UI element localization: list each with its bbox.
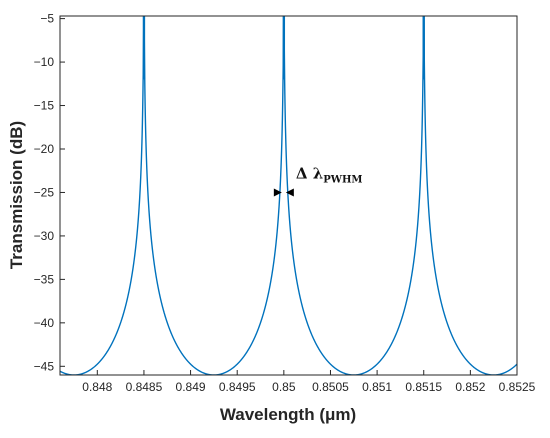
- annotation-subscript: PWHM: [323, 174, 362, 185]
- x-axis-label: Wavelength (μm): [220, 405, 356, 424]
- x-tick-label: 0.8485: [126, 380, 163, 394]
- linewidth-annotation: Δ λPWHM: [296, 164, 363, 185]
- annotation-layer: Δ λPWHM: [273, 164, 363, 197]
- plot-frame: [59, 15, 518, 376]
- y-tick-label: −35: [34, 272, 55, 286]
- y-tick-label: −45: [34, 359, 55, 373]
- y-axis-label: Transmission (dB): [7, 121, 26, 269]
- curve-layer: [60, 16, 517, 375]
- x-tick-label: 0.8505: [312, 380, 349, 394]
- x-tick-label: 0.8525: [499, 380, 536, 394]
- y-tick-label: −15: [34, 99, 55, 113]
- y-tick-label: −5: [40, 12, 54, 26]
- x-tick-label: 0.849: [176, 380, 206, 394]
- x-tick-label: 0.8515: [405, 380, 442, 394]
- y-tick-label: −25: [34, 185, 55, 199]
- x-tick-label: 0.8495: [219, 380, 256, 394]
- left-arrow-head: [273, 188, 282, 197]
- right-arrow-head: [285, 188, 294, 197]
- y-tick-label: −40: [34, 316, 55, 330]
- transmission-series-line: [60, 16, 517, 375]
- y-tick-label: −10: [34, 55, 55, 69]
- x-tick-label: 0.851: [362, 380, 392, 394]
- x-tick-label: 0.848: [82, 380, 112, 394]
- annotation-main: Δ λ: [296, 164, 323, 182]
- x-tick-label: 0.852: [455, 380, 485, 394]
- tick-layer: 0.848 0.8485 0.849 0.8495 0.85 0.8505 0.851 0.8…: [34, 12, 536, 394]
- y-tick-label: −20: [34, 142, 55, 156]
- x-tick-label: 0.85: [272, 380, 296, 394]
- y-tick-label: −30: [34, 229, 55, 243]
